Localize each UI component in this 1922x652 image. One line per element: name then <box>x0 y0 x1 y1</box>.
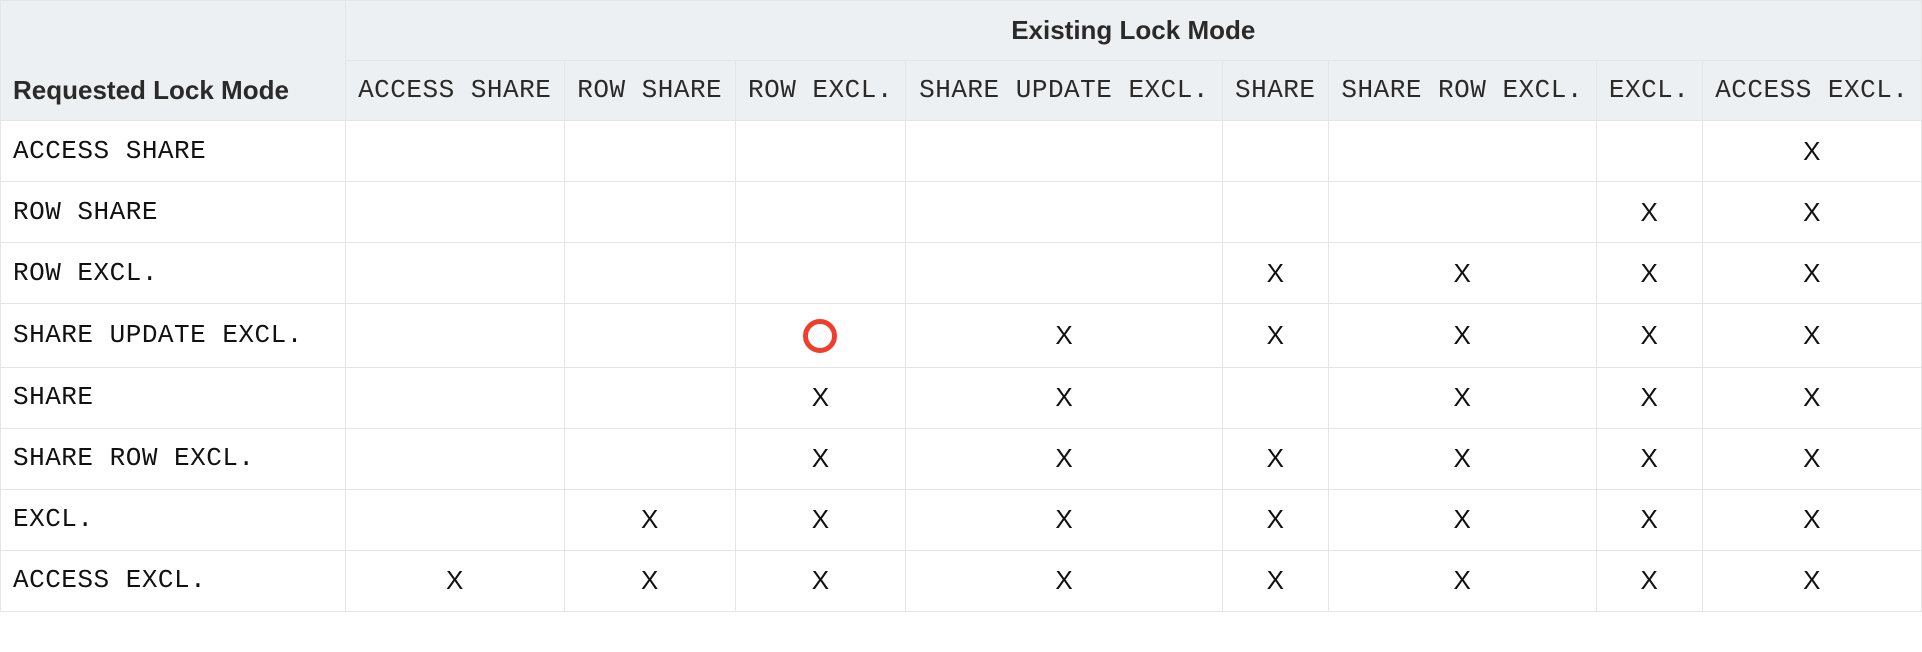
cell: X <box>1702 367 1921 428</box>
cell <box>564 304 735 367</box>
cell: X <box>906 550 1222 611</box>
row-header: ACCESS SHARE <box>1 121 346 182</box>
cell: X <box>735 550 906 611</box>
cell: X <box>906 428 1222 489</box>
annotation-circle-icon <box>803 319 837 353</box>
cell: X <box>345 550 564 611</box>
table-body: ACCESS SHARE X ROW SHARE X X <box>1 121 1922 611</box>
table-head: Requested Lock Mode Existing Lock Mode A… <box>1 1 1922 121</box>
row-header: ROW SHARE <box>1 182 346 243</box>
cell: X <box>906 489 1222 550</box>
cell: X <box>1328 367 1596 428</box>
header-row-1: Requested Lock Mode Existing Lock Mode <box>1 1 1922 61</box>
cell: X <box>1222 550 1328 611</box>
cell: X <box>906 367 1222 428</box>
cell: X <box>564 489 735 550</box>
cell: X <box>1222 243 1328 304</box>
cell: X <box>1596 489 1702 550</box>
cell <box>345 428 564 489</box>
cell: X <box>1328 243 1596 304</box>
table-row: SHARE X X X X X <box>1 367 1922 428</box>
cell: X <box>1596 367 1702 428</box>
cell <box>345 182 564 243</box>
col-header: ROW SHARE <box>564 61 735 121</box>
cell: X <box>1328 304 1596 367</box>
cell: X <box>735 489 906 550</box>
cell: X <box>1328 428 1596 489</box>
cell: X <box>1702 304 1921 367</box>
cell <box>345 367 564 428</box>
cell <box>345 489 564 550</box>
row-header: SHARE <box>1 367 346 428</box>
super-header: Existing Lock Mode <box>345 1 1921 61</box>
cell: X <box>1328 550 1596 611</box>
cell <box>564 121 735 182</box>
cell: X <box>1702 182 1921 243</box>
cell <box>1328 182 1596 243</box>
table-row: ROW EXCL. X X X X <box>1 243 1922 304</box>
cell: X <box>1222 428 1328 489</box>
cell <box>1222 367 1328 428</box>
col-header: EXCL. <box>1596 61 1702 121</box>
col-header: SHARE <box>1222 61 1328 121</box>
cell: X <box>1328 489 1596 550</box>
cell <box>345 243 564 304</box>
cell: X <box>735 428 906 489</box>
cell: X <box>1702 428 1921 489</box>
table-row: ROW SHARE X X <box>1 182 1922 243</box>
cell: X <box>1596 304 1702 367</box>
cell <box>345 121 564 182</box>
cell: X <box>1702 121 1921 182</box>
col-header: ROW EXCL. <box>735 61 906 121</box>
row-header: EXCL. <box>1 489 346 550</box>
col-header: ACCESS SHARE <box>345 61 564 121</box>
cell <box>1328 121 1596 182</box>
table-row: SHARE UPDATE EXCL. X X X X X <box>1 304 1922 367</box>
cell <box>345 304 564 367</box>
cell <box>735 121 906 182</box>
cell <box>1222 182 1328 243</box>
cell-annotated <box>735 304 906 367</box>
row-header: ROW EXCL. <box>1 243 346 304</box>
table-row: SHARE ROW EXCL. X X X X X X <box>1 428 1922 489</box>
col-header: SHARE ROW EXCL. <box>1328 61 1596 121</box>
row-header: SHARE UPDATE EXCL. <box>1 304 346 367</box>
cell: X <box>735 367 906 428</box>
cell <box>1596 121 1702 182</box>
table-row: EXCL. X X X X X X X <box>1 489 1922 550</box>
cell: X <box>1596 428 1702 489</box>
cell <box>564 428 735 489</box>
corner-header: Requested Lock Mode <box>1 1 346 121</box>
cell <box>564 243 735 304</box>
lock-conflict-table-wrap: Requested Lock Mode Existing Lock Mode A… <box>0 0 1922 612</box>
cell <box>1222 121 1328 182</box>
table-row: ACCESS SHARE X <box>1 121 1922 182</box>
cell <box>906 243 1222 304</box>
cell <box>564 182 735 243</box>
cell: X <box>1702 243 1921 304</box>
cell: X <box>1702 489 1921 550</box>
col-header: SHARE UPDATE EXCL. <box>906 61 1222 121</box>
cell: X <box>1222 489 1328 550</box>
row-header: ACCESS EXCL. <box>1 550 346 611</box>
cell <box>564 367 735 428</box>
cell <box>735 243 906 304</box>
cell <box>906 121 1222 182</box>
cell: X <box>906 304 1222 367</box>
col-header: ACCESS EXCL. <box>1702 61 1921 121</box>
row-header: SHARE ROW EXCL. <box>1 428 346 489</box>
cell: X <box>1596 182 1702 243</box>
lock-conflict-table: Requested Lock Mode Existing Lock Mode A… <box>0 0 1922 612</box>
cell: X <box>1222 304 1328 367</box>
cell <box>906 182 1222 243</box>
cell: X <box>1702 550 1921 611</box>
cell: X <box>1596 550 1702 611</box>
cell: X <box>1596 243 1702 304</box>
table-row: ACCESS EXCL. X X X X X X X X <box>1 550 1922 611</box>
cell: X <box>564 550 735 611</box>
cell <box>735 182 906 243</box>
